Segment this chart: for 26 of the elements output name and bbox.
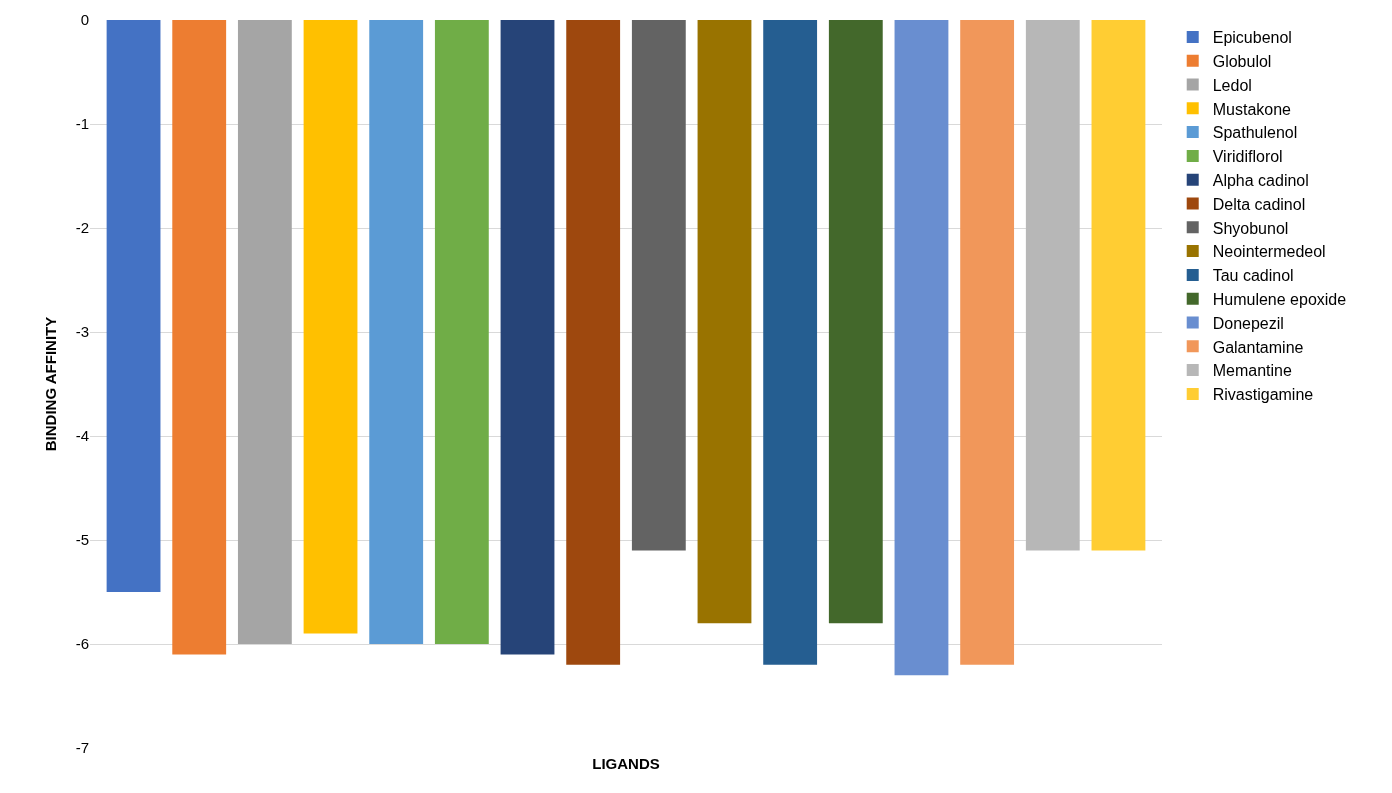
legend-label: Memantine (1212, 362, 1292, 380)
legend-label: Viridiflorol (1212, 148, 1283, 166)
legend-label: Alpha cadinol (1212, 171, 1309, 189)
y-tick-label: -7 (75, 739, 89, 757)
legend-label: Delta cadinol (1212, 195, 1306, 213)
legend-label: Donepezil (1212, 314, 1284, 332)
y-tick-label: -2 (75, 219, 89, 237)
legend-label: Ledol (1212, 76, 1252, 94)
legend-label: Galantamine (1212, 338, 1304, 356)
y-tick-label: -4 (75, 427, 89, 445)
legend-label: Shyobunol (1212, 219, 1289, 237)
y-tick-label: -3 (75, 323, 89, 341)
y-tick-label: -5 (75, 531, 89, 549)
y-axis-title: BINDING AFFINITY (41, 316, 59, 452)
legend-label: Mustakone (1212, 100, 1292, 118)
y-tick-label: 0 (80, 11, 89, 29)
legend-label: Rivastigamine (1212, 386, 1314, 404)
x-axis-title: LIGANDS (592, 755, 660, 772)
y-tick-label: -1 (75, 115, 89, 133)
legend-label: Epicubenol (1212, 29, 1292, 47)
legend-label: Globulol (1212, 52, 1272, 70)
legend-label: Tau cadinol (1212, 267, 1294, 285)
legend-label: Humulene epoxide (1212, 290, 1347, 308)
legend-label: Neointermedeol (1212, 243, 1326, 261)
y-tick-label: -6 (75, 635, 89, 653)
legend-label: Spathulenol (1212, 124, 1298, 142)
